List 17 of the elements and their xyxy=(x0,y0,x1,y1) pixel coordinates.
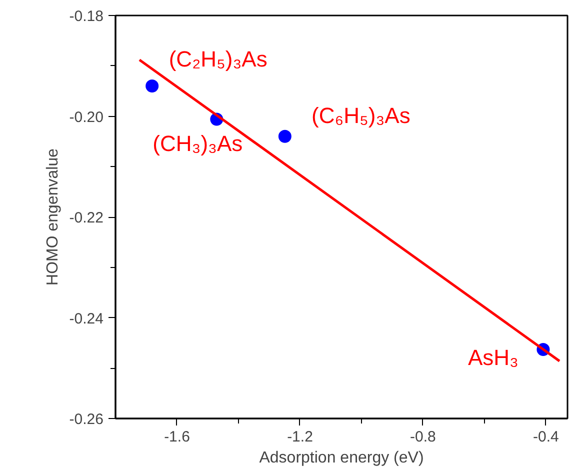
y-tick-label: -0.26 xyxy=(69,411,104,428)
annotation: (C₂H₅)₃As xyxy=(168,46,268,72)
y-tick-label: -0.22 xyxy=(69,210,104,226)
x-tick-label: -1.6 xyxy=(164,428,190,446)
y-tick-label: -0.18 xyxy=(69,8,104,25)
x-axis-title: Adsorption energy (eV) xyxy=(259,450,424,466)
x-tick-label: -0.4 xyxy=(533,428,559,446)
x-tick-label: -1.2 xyxy=(287,428,313,446)
point xyxy=(146,80,159,93)
y-tick-label: -0.20 xyxy=(69,108,104,126)
annotation: (C₆H₅)₃As xyxy=(312,102,410,128)
annotation: AsH₃ xyxy=(468,344,518,370)
point xyxy=(278,130,292,143)
y-tick-label: -0.24 xyxy=(69,310,104,328)
annotation: (CH₃)₃As xyxy=(152,130,243,156)
y-axis-title: HOMO engenvalue xyxy=(44,148,62,286)
x-tick-label: -0.8 xyxy=(410,428,436,446)
